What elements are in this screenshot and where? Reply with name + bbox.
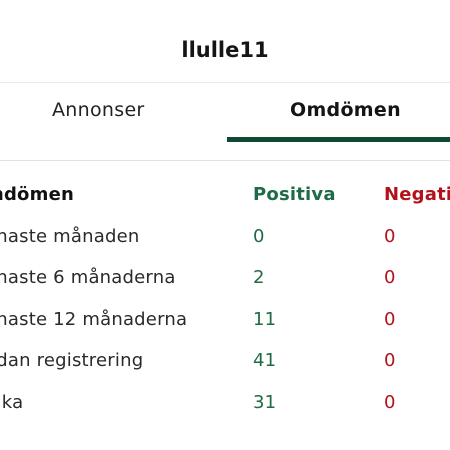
tab-omdomen[interactable]: Omdömen bbox=[290, 99, 401, 121]
ratings-row-negative: 0 bbox=[384, 226, 396, 247]
ratings-row-label: enaste 12 månaderna bbox=[0, 309, 188, 330]
ratings-row-label: enaste månaden bbox=[0, 226, 140, 247]
active-tab-indicator bbox=[227, 137, 450, 142]
ratings-row-negative: 0 bbox=[384, 309, 396, 330]
tab-annonser[interactable]: Annonser bbox=[52, 99, 145, 121]
ratings-row-label: edan registrering bbox=[0, 350, 144, 371]
ratings-row-label: nika bbox=[0, 392, 24, 413]
ratings-row-positive: 0 bbox=[253, 226, 265, 247]
ratings-row-label: enaste 6 månaderna bbox=[0, 267, 176, 288]
ratings-row-negative: 0 bbox=[384, 350, 396, 371]
profile-header: llulle11 bbox=[0, 0, 450, 83]
ratings-row-positive: 41 bbox=[253, 350, 277, 371]
profile-username: llulle11 bbox=[181, 38, 269, 62]
ratings-row-positive: 31 bbox=[253, 392, 277, 413]
ratings-row-positive: 11 bbox=[253, 309, 277, 330]
ratings-header-positive: Positiva bbox=[253, 184, 336, 205]
ratings-row-negative: 0 bbox=[384, 392, 396, 413]
ratings-row-negative: 0 bbox=[384, 267, 396, 288]
ratings-header-category: mdömen bbox=[0, 184, 74, 205]
profile-tabs: Annonser Omdömen bbox=[0, 83, 450, 161]
ratings-row-positive: 2 bbox=[253, 267, 265, 288]
ratings-header-negative: Negativ bbox=[384, 184, 450, 205]
tabs-divider bbox=[0, 160, 450, 161]
